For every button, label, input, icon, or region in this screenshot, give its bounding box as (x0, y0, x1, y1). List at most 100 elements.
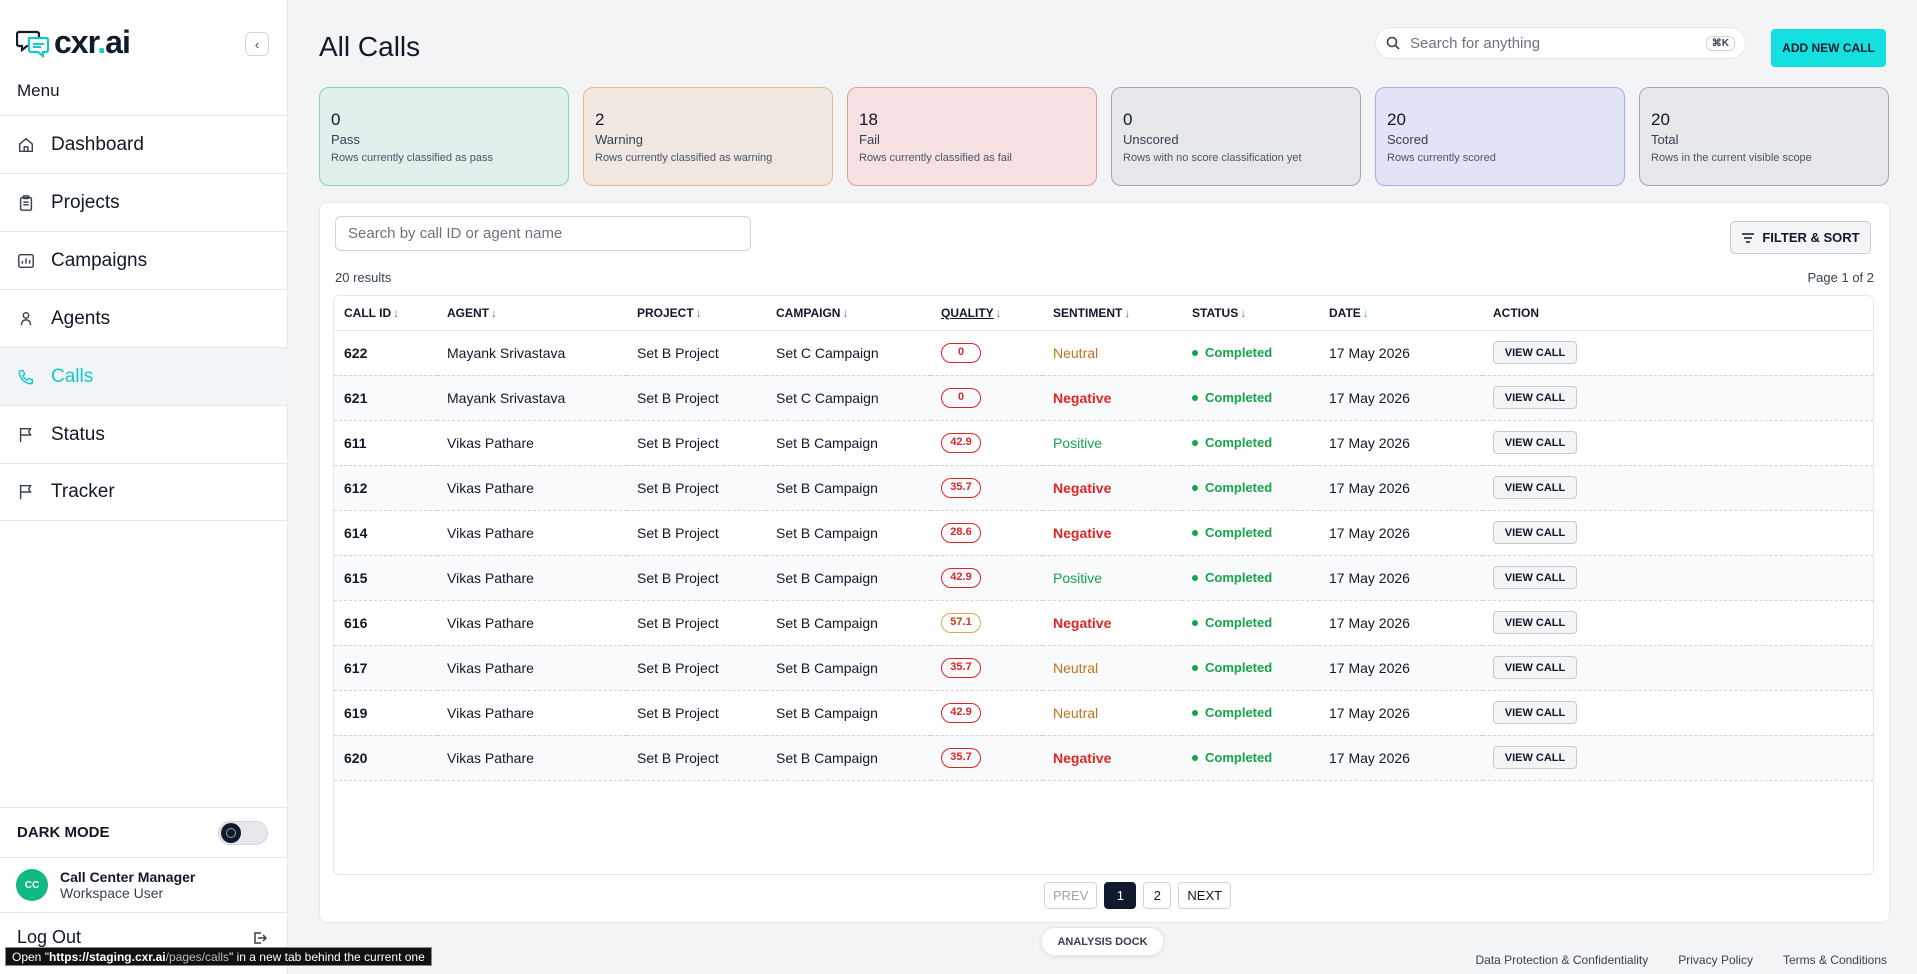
quality-badge: 0 (941, 343, 981, 363)
sentiment-label: Neutral (1053, 344, 1099, 361)
status-dot-icon (1192, 439, 1198, 446)
view-call-button[interactable]: VIEW CALL (1493, 431, 1577, 454)
table-row[interactable]: 620 Vikas Pathare Set B Project Set B Campa… (334, 735, 1873, 781)
stat-card-unscored[interactable]: 0 Unscored Rows with no score classifica… (1111, 87, 1361, 186)
view-call-button[interactable]: VIEW CALL (1493, 566, 1577, 589)
sidebar-item-label: Status (51, 423, 105, 445)
cell-sentiment: Negative (1043, 375, 1182, 421)
dark-mode-toggle[interactable] (218, 820, 268, 845)
sidebar-item-dashboard[interactable]: Dashboard (0, 115, 288, 173)
cell-action: VIEW CALL (1483, 735, 1873, 781)
stat-label: Pass (331, 132, 360, 147)
cell-status: Completed (1182, 735, 1319, 781)
cell-status: Completed (1182, 420, 1319, 466)
stat-value: 0 (1123, 110, 1133, 129)
sidebar-item-campaigns[interactable]: Campaigns (0, 231, 288, 289)
analysis-dock-button[interactable]: ANALYSIS DOCK (1041, 927, 1164, 956)
view-call-button[interactable]: VIEW CALL (1493, 611, 1577, 634)
cell-sentiment: Negative (1043, 510, 1182, 556)
stat-label: Total (1651, 132, 1679, 147)
footer-link-data-protection[interactable]: Data Protection & Confidentiality (1475, 953, 1649, 967)
user-role: Workspace User (60, 885, 164, 901)
user-profile[interactable]: CC Call Center Manager Workspace User (0, 857, 288, 912)
stat-card-total[interactable]: 20 Total Rows in the current visible sco… (1639, 87, 1889, 186)
status-label: Completed (1205, 345, 1273, 360)
call-search-input[interactable] (335, 216, 751, 251)
collapse-sidebar-button[interactable]: ‹ (245, 32, 269, 56)
cell-project: Set B Project (627, 735, 766, 781)
global-search-input[interactable] (1410, 34, 1696, 52)
sidebar-item-label: Projects (51, 191, 120, 213)
view-call-button[interactable]: VIEW CALL (1493, 341, 1577, 364)
cell-project: Set B Project (627, 555, 766, 601)
status-dot-icon (1192, 394, 1198, 401)
table-row[interactable]: 612 Vikas Pathare Set B Project Set B Campa… (334, 465, 1873, 511)
column-header-quality[interactable]: QUALITY ↓ (931, 296, 1043, 331)
view-call-button[interactable]: VIEW CALL (1493, 701, 1577, 724)
cell-date: 17 May 2026 (1319, 645, 1483, 691)
status-label: Completed (1205, 525, 1273, 540)
logout-button[interactable]: Log Out (0, 912, 288, 962)
table-row[interactable]: 614 Vikas Pathare Set B Project Set B Campa… (334, 510, 1873, 556)
status-badge: Completed (1192, 525, 1319, 540)
table-row[interactable]: 621 Mayank Srivastava Set B Project Set C C… (334, 375, 1873, 421)
column-header-status[interactable]: STATUS ↓ (1182, 296, 1319, 331)
view-call-button[interactable]: VIEW CALL (1493, 386, 1577, 409)
cell-quality: 35.7 (931, 645, 1043, 691)
logo[interactable]: cxr.ai (16, 24, 131, 61)
column-header-project[interactable]: PROJECT ↓ (627, 296, 766, 331)
table-row[interactable]: 619 Vikas Pathare Set B Project Set B Campa… (334, 690, 1873, 736)
stat-card-fail[interactable]: 18 Fail Rows currently classified as fai… (847, 87, 1097, 186)
dark-mode-row: DARK MODE (0, 807, 288, 857)
sidebar-item-status[interactable]: Status (0, 405, 288, 463)
view-call-button[interactable]: VIEW CALL (1493, 521, 1577, 544)
global-search[interactable]: ⌘K (1375, 27, 1746, 59)
status-label: Completed (1205, 660, 1273, 675)
sidebar-nav: Dashboard Projects Campaigns Agents Call… (0, 115, 288, 521)
cell-action: VIEW CALL (1483, 465, 1873, 511)
prev-page-button[interactable]: PREV (1044, 882, 1098, 909)
stat-card-warning[interactable]: 2 Warning Rows currently classified as w… (583, 87, 833, 186)
sentiment-label: Negative (1053, 749, 1112, 766)
stat-card-pass[interactable]: 0 Pass Rows currently classified as pass (319, 87, 569, 186)
cell-agent: Vikas Pathare (437, 735, 627, 781)
table-row[interactable]: 615 Vikas Pathare Set B Project Set B Campa… (334, 555, 1873, 601)
footer-link-privacy[interactable]: Privacy Policy (1678, 953, 1753, 967)
cell-date: 17 May 2026 (1319, 690, 1483, 736)
search-icon (1386, 36, 1400, 50)
status-dot-icon (1192, 664, 1198, 671)
page-button-1[interactable]: 1 (1104, 882, 1137, 909)
view-call-button[interactable]: VIEW CALL (1493, 746, 1577, 769)
quality-badge: 42.9 (941, 568, 981, 588)
sidebar-item-agents[interactable]: Agents (0, 289, 288, 347)
cell-agent: Vikas Pathare (437, 690, 627, 736)
sentiment-label: Negative (1053, 614, 1112, 631)
filter-sort-button[interactable]: FILTER & SORT (1730, 221, 1871, 254)
page-button-2[interactable]: 2 (1143, 882, 1172, 909)
cell-quality: 42.9 (931, 420, 1043, 466)
status-dot-icon (1192, 709, 1198, 716)
table-row[interactable]: 622 Mayank Srivastava Set B Project Set C C… (334, 330, 1873, 376)
table-row[interactable]: 616 Vikas Pathare Set B Project Set B Campa… (334, 600, 1873, 646)
view-call-button[interactable]: VIEW CALL (1493, 476, 1577, 499)
column-header-campaign[interactable]: CAMPAIGN ↓ (766, 296, 931, 331)
stat-value: 0 (331, 110, 341, 129)
stat-card-scored[interactable]: 20 Scored Rows currently scored (1375, 87, 1625, 186)
column-header-date[interactable]: DATE ↓ (1319, 296, 1483, 331)
sidebar-item-calls[interactable]: Calls (0, 347, 288, 405)
column-header-call-id[interactable]: CALL ID ↓ (334, 296, 437, 331)
cell-agent: Vikas Pathare (437, 510, 627, 556)
next-page-button[interactable]: NEXT (1178, 882, 1232, 909)
table-row[interactable]: 617 Vikas Pathare Set B Project Set B Campa… (334, 645, 1873, 691)
sidebar-item-projects[interactable]: Projects (0, 173, 288, 231)
status-label: Completed (1205, 480, 1273, 495)
column-header-sentiment[interactable]: SENTIMENT ↓ (1043, 296, 1182, 331)
brand-name: cxr.ai (54, 24, 131, 60)
main-content: All Calls ⌘K ADD NEW CALL 0 Pass Rows cu… (288, 0, 1917, 974)
add-new-call-button[interactable]: ADD NEW CALL (1771, 29, 1886, 67)
sidebar-item-tracker[interactable]: Tracker (0, 463, 288, 521)
table-row[interactable]: 611 Vikas Pathare Set B Project Set B Campa… (334, 420, 1873, 466)
column-header-agent[interactable]: AGENT ↓ (437, 296, 627, 331)
view-call-button[interactable]: VIEW CALL (1493, 656, 1577, 679)
footer-link-terms[interactable]: Terms & Conditions (1782, 953, 1887, 967)
